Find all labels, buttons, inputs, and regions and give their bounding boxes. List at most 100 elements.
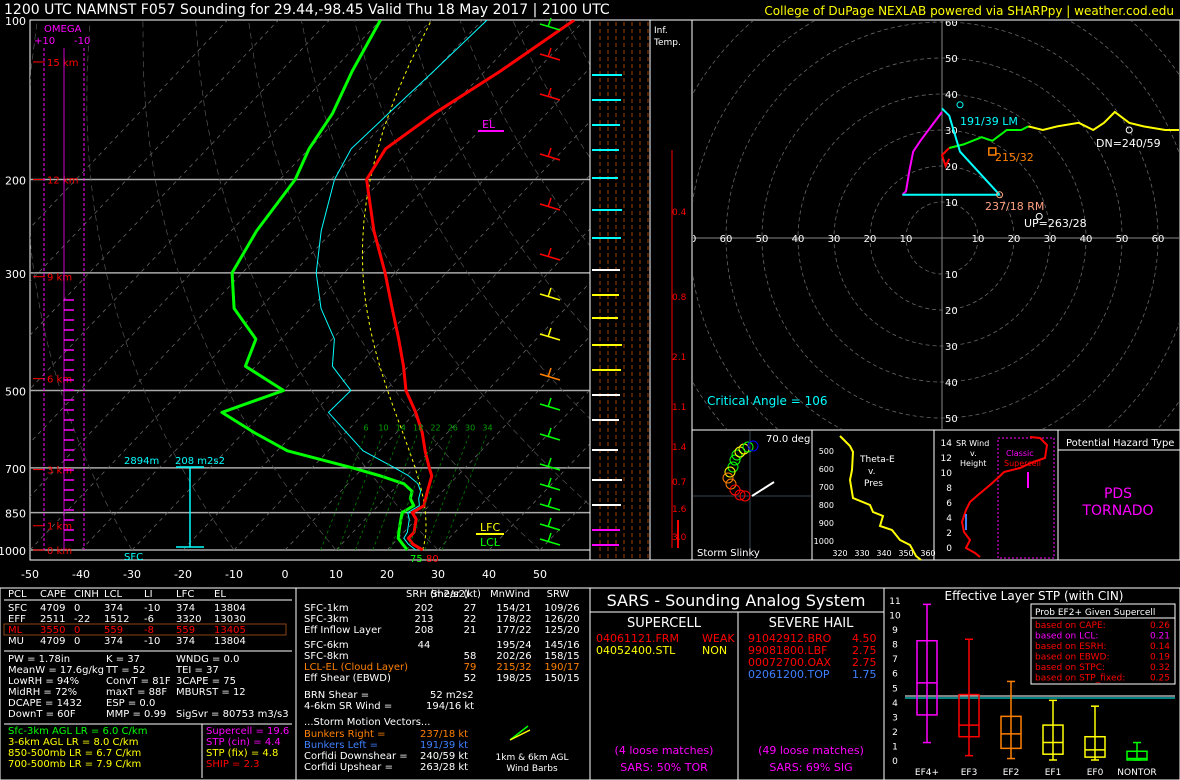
slinky-point [742, 441, 754, 453]
isotherm-line [30, 20, 279, 283]
srwind-label: 4-6km SR Wind = [304, 701, 392, 712]
dn-marker [1125, 126, 1133, 134]
slinky-point [725, 478, 737, 490]
hodo-y-label: 30 [945, 342, 958, 353]
kin-cell: 52 [464, 673, 477, 684]
ml-row-highlight [3, 623, 287, 636]
temp-axis-label: -10 [225, 568, 243, 581]
up-marker [1035, 212, 1043, 220]
kin-cell: 154/21 [496, 603, 531, 614]
srwind-height-label: 0 [946, 544, 952, 554]
thermo-cell: 374 [176, 636, 195, 647]
thetae-title1: Theta-E [859, 455, 895, 465]
thermo-stat: WNDG = 0.0 [176, 654, 239, 665]
wind-barb-flag [547, 47, 552, 58]
dn-label: DN=240/59 [1096, 137, 1161, 150]
wind-barb-flag [547, 397, 552, 408]
hodo-x-label: 50 [756, 234, 769, 245]
wind-barb-flag [547, 17, 552, 28]
barb-6km [509, 729, 531, 741]
mixing-ratio-line [337, 432, 384, 551]
dry-adiabat [86, 20, 235, 551]
hail-size: 2.75 [852, 656, 877, 669]
thermo-cell: MU [8, 636, 24, 647]
kin-cell: 198/25 [496, 673, 531, 684]
thermo-cell: 4709 [40, 636, 65, 647]
stp-y-label: 7 [892, 655, 898, 665]
thermo-stat: maxT = 88F [106, 687, 167, 698]
kin-cell: 190/17 [544, 662, 579, 673]
wind-barb-flag [547, 197, 552, 208]
thermo-cell: -10 [144, 603, 160, 614]
srwind-height-label: 2 [946, 529, 952, 539]
thermo-cell: 559 [104, 625, 123, 636]
thermo-stat: ConvT = 81F [106, 676, 171, 687]
slinky-point [747, 440, 759, 452]
dry-adiabat [618, 20, 1180, 550]
stp-y-label: 3 [892, 713, 898, 723]
isotherm-line [80, 20, 585, 551]
barbs-label1: 1km & 6km AGL [496, 753, 569, 763]
mixing-ratio-label: 30 [465, 423, 475, 432]
thermo-stat: SigSvr = 80753 m3/s3 [176, 709, 289, 720]
slinky-point [734, 446, 746, 458]
hodo-y-label: 50 [945, 54, 958, 65]
temp-axis-label: -20 [174, 568, 192, 581]
omega-title: OMEGA [44, 24, 82, 35]
hail-matches: (49 loose matches) [758, 744, 864, 757]
inf-temp-value: 3.0 [672, 533, 687, 543]
temp-axis-label: 10 [329, 568, 343, 581]
inf-temp-value: 0.4 [672, 208, 687, 218]
thermo-cell: 1512 [104, 614, 129, 625]
kin-cell: 202 [414, 603, 433, 614]
lfc-label: LFC [480, 521, 500, 534]
thetae-pres-label: 1000 [814, 537, 834, 546]
thermo-cell: 13804 [214, 636, 246, 647]
temp-axis-label: -30 [123, 568, 141, 581]
thermo-cell: 13405 [214, 625, 246, 636]
height-label: 9 km [47, 273, 72, 284]
temp-axis-label: 30 [431, 568, 445, 581]
slinky-vector [751, 481, 775, 497]
kin-header: SRW [547, 589, 570, 600]
kin-cell: 27 [464, 603, 477, 614]
dry-adiabat [564, 20, 590, 66]
inf-temp-value: 1.4 [672, 443, 687, 453]
skewt-grid [30, 20, 1180, 551]
severe-index: STP (fix) = 4.8 [206, 748, 278, 759]
thetae-pres-label: 500 [819, 447, 834, 456]
thermo-cell: 0 [74, 603, 80, 614]
wind-barb [539, 373, 561, 381]
wind-barb [539, 23, 561, 31]
dry-adiabat [248, 20, 541, 551]
dry-adiabat [459, 20, 590, 247]
stp-category-label: EF3 [961, 768, 978, 778]
stp-box [1042, 724, 1064, 755]
parcel-trace [361, 20, 432, 551]
prob-value: 0.21 [1150, 632, 1170, 642]
inf-temp-value: 0.7 [672, 478, 686, 488]
thermo-stat: DownT = 60F [8, 709, 76, 720]
prob-box-title: Prob EF2+ Given Supercell [1035, 608, 1155, 618]
kin-cell: 125/20 [544, 625, 579, 636]
thermo-cell: SFC [8, 603, 27, 614]
hodo-x-label: 20 [864, 234, 877, 245]
hodo-x-label: 20 [1008, 234, 1021, 245]
rm-marker [996, 191, 1004, 199]
hodo-y-label: 50 [945, 414, 958, 425]
thermo-header: LCL [104, 589, 123, 600]
wind-barb [539, 333, 561, 341]
mixing-ratio-line [320, 432, 367, 551]
storm-motion-value: 263/28 kt [420, 762, 468, 773]
eff-inflow-height: 2894m [124, 456, 159, 467]
wetbulb-trace [315, 20, 488, 551]
inf-temp-title: Inf. [654, 26, 668, 36]
dewpoint-trace [220, 20, 416, 551]
kin-cell: 145/16 [544, 640, 579, 651]
mixing-ratio-label: 6 [364, 423, 369, 432]
hodo-x-label: 30 [828, 234, 841, 245]
kin-row-label: LCL-EL (Cloud Layer) [304, 662, 408, 673]
hail-size: 2.75 [852, 644, 877, 657]
stp-box [958, 693, 980, 738]
thermo-header: LFC [176, 589, 194, 600]
